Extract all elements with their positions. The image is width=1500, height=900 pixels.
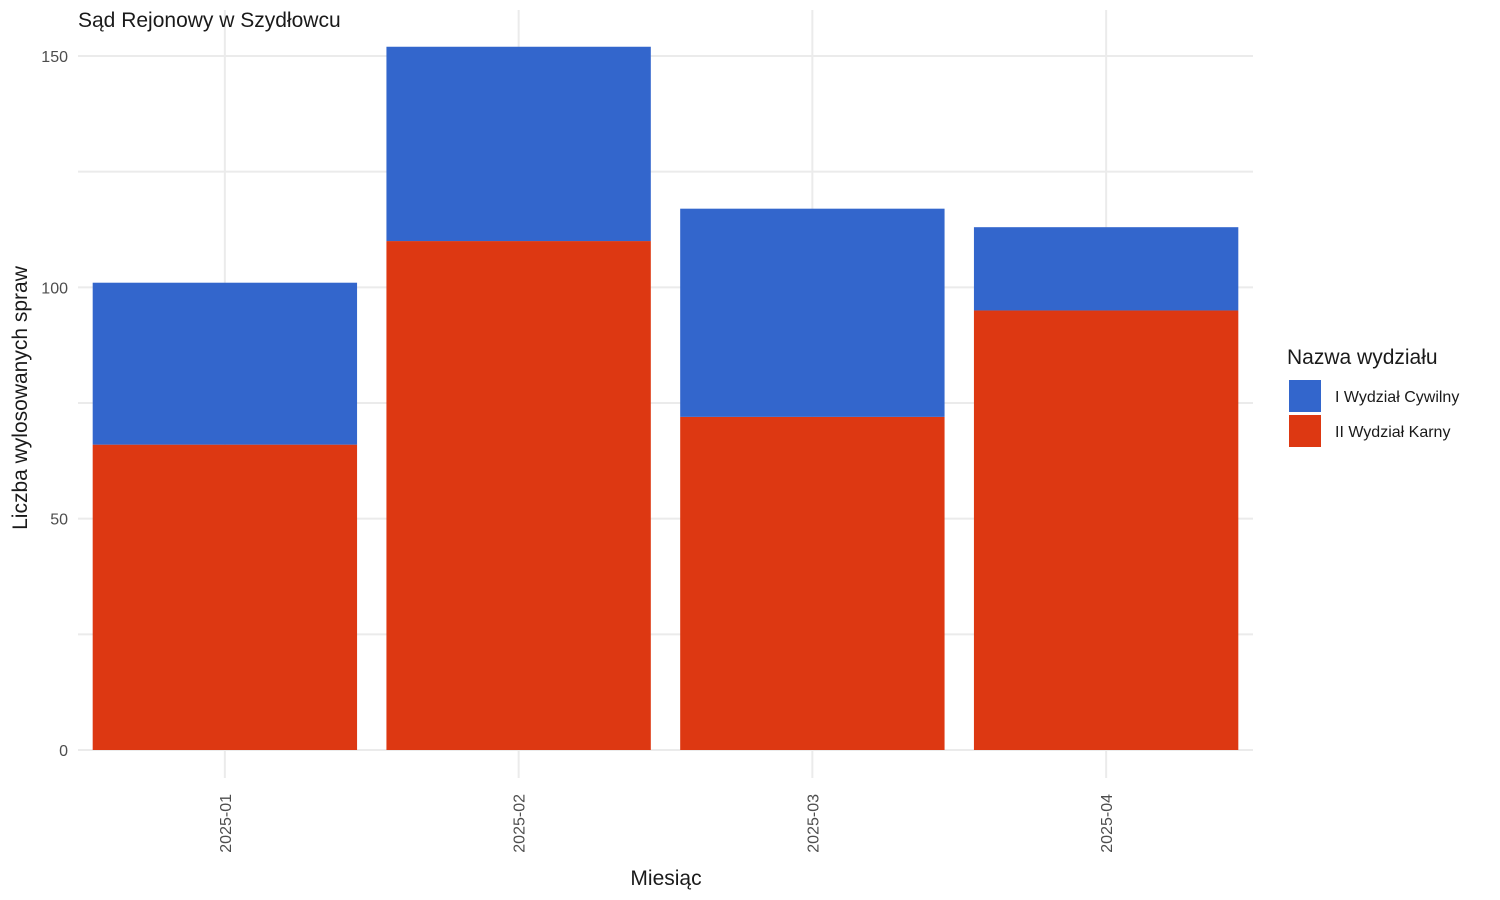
bar-i-wydział-cywilny-2025-04 (973, 227, 1239, 311)
chart-title: Sąd Rejonowy w Szydłowcu (78, 9, 341, 32)
y-axis-title: Liczba wylosowanych spraw (9, 265, 32, 530)
bar-i-wydział-cywilny-2025-02 (386, 46, 651, 242)
legend-key (1289, 415, 1321, 447)
bar-i-wydział-cywilny-2025-01 (92, 282, 358, 445)
legend-items: I Wydział Cywilny II Wydział Karny (1289, 380, 1459, 447)
bar-ii-wydział-karny-2025-01 (92, 444, 358, 750)
bar-ii-wydział-karny-2025-03 (680, 416, 945, 750)
y-tick-label: 50 (50, 512, 68, 529)
bars-layer (92, 46, 1239, 751)
bar-i-wydział-cywilny-2025-03 (680, 208, 945, 417)
x-tick-label: 2025-01 (218, 794, 235, 853)
bar-ii-wydział-karny-2025-04 (973, 310, 1239, 750)
x-axis-title: Miesiąc (630, 867, 701, 890)
legend-title: Nazwa wydziału (1287, 346, 1438, 369)
bar-ii-wydział-karny-2025-02 (386, 241, 651, 751)
y-tick-label: 150 (41, 49, 68, 66)
x-tick-label: 2025-03 (805, 794, 822, 853)
y-tick-label: 0 (59, 743, 68, 760)
y-tick-label: 100 (41, 280, 68, 297)
x-tick-label: 2025-04 (1099, 794, 1116, 853)
ticks-layer: 0 50 100 150 2025-01 2025-02 2025-03 2025-04 (41, 49, 1116, 853)
legend: Nazwa wydziału I Wydział Cywilny II Wydzi… (1287, 346, 1459, 447)
legend-label: I Wydział Cywilny (1335, 389, 1459, 406)
legend-key (1289, 380, 1321, 412)
legend-label: II Wydział Karny (1335, 424, 1450, 441)
x-tick-label: 2025-02 (512, 794, 529, 853)
